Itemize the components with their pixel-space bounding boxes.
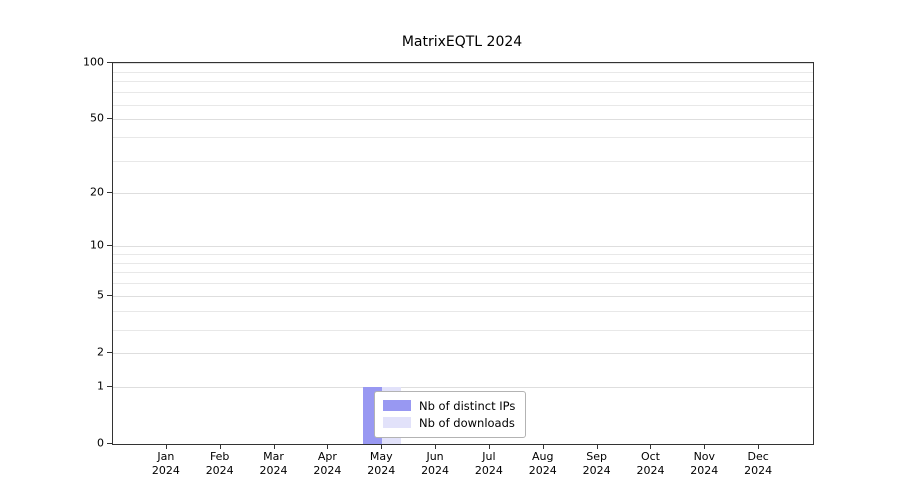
x-tick-label: Aug 2024: [528, 450, 557, 477]
x-tick-mark: [327, 444, 329, 449]
y-tick-mark: [107, 118, 112, 120]
gridline: [113, 192, 813, 194]
gridline: [113, 283, 813, 285]
y-tick-label: 20: [90, 185, 104, 199]
x-tick-label: Dec 2024: [744, 450, 773, 477]
gridline: [113, 272, 813, 274]
x-tick-mark: [219, 444, 221, 449]
gridline: [113, 137, 813, 139]
y-tick-label: 2: [97, 345, 104, 359]
y-tick-label: 50: [90, 111, 104, 125]
gridline: [113, 119, 813, 121]
gridline: [113, 311, 813, 313]
x-tick-mark: [596, 444, 598, 449]
gridline: [113, 386, 813, 388]
x-tick-label: Feb 2024: [205, 450, 234, 477]
x-tick-label: Jul 2024: [474, 450, 503, 477]
gridline: [113, 92, 813, 94]
legend-swatch-downloads: [383, 417, 411, 428]
gridline: [113, 253, 813, 255]
y-tick-mark: [107, 62, 112, 63]
gridline: [113, 329, 813, 331]
x-tick-mark: [650, 444, 652, 449]
x-tick-label: Jan 2024: [151, 450, 180, 477]
x-tick-mark: [381, 444, 383, 449]
chart-title: MatrixEQTL 2024: [401, 34, 523, 50]
y-tick-mark: [107, 295, 112, 297]
x-tick-mark: [435, 444, 437, 449]
legend-swatch-distinct-ips: [383, 400, 411, 411]
legend-item-downloads: Nb of downloads: [383, 414, 515, 431]
y-tick-mark: [107, 443, 112, 444]
x-tick-label: Nov 2024: [690, 450, 719, 477]
plot-area: [112, 62, 814, 445]
y-tick-mark: [107, 352, 112, 354]
gridline: [113, 160, 813, 162]
gridline: [113, 246, 813, 248]
gridline: [113, 104, 813, 106]
gridline: [113, 296, 813, 298]
x-tick-mark: [488, 444, 490, 449]
gridline: [113, 353, 813, 355]
gridline: [113, 262, 813, 264]
y-tick-label: 100: [83, 55, 104, 69]
legend-label-downloads: Nb of downloads: [419, 415, 515, 430]
x-tick-mark: [542, 444, 544, 449]
y-tick-mark: [107, 191, 112, 193]
x-tick-label: Mar 2024: [259, 450, 288, 477]
x-tick-label: May 2024: [367, 450, 396, 477]
gridline: [113, 71, 813, 73]
y-tick-label: 10: [90, 238, 104, 252]
legend-item-distinct-ips: Nb of distinct IPs: [383, 397, 515, 414]
y-tick-label: 0: [97, 436, 104, 450]
x-tick-label: Jun 2024: [421, 450, 450, 477]
y-tick-label: 1: [97, 379, 104, 393]
x-tick-mark: [704, 444, 706, 449]
x-tick-label: Apr 2024: [313, 450, 342, 477]
gridline: [113, 81, 813, 83]
gridline: [113, 63, 813, 64]
x-tick-label: Oct 2024: [636, 450, 665, 477]
y-tick-label: 5: [97, 288, 104, 302]
x-tick-mark: [273, 444, 275, 449]
x-tick-label: Sep 2024: [582, 450, 611, 477]
x-tick-mark: [165, 444, 167, 449]
legend-label-distinct-ips: Nb of distinct IPs: [419, 398, 516, 413]
y-tick-mark: [107, 385, 112, 387]
legend: Nb of distinct IPs Nb of downloads: [374, 391, 527, 438]
x-tick-mark: [758, 444, 760, 449]
y-tick-mark: [107, 245, 112, 247]
